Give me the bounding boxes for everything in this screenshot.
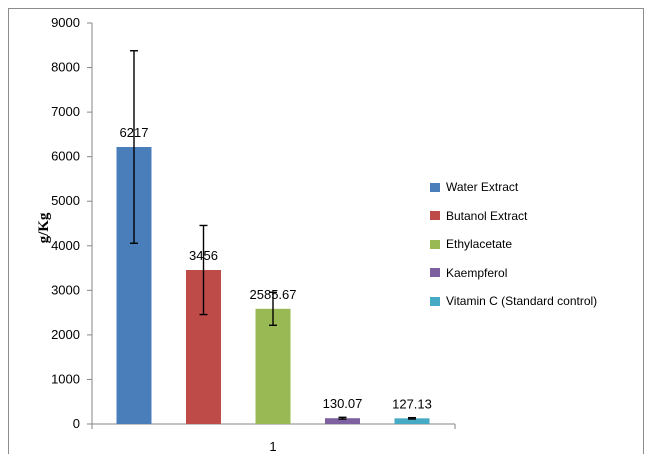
legend-item: Ethylacetate [430,230,644,259]
legend-label: Vitamin C (Standard control) [446,294,598,309]
legend-label: Water Extract [446,180,519,195]
data-label: 127.13 [392,396,432,411]
legend-swatch [430,239,440,249]
y-tick-label: 5000 [51,193,80,208]
legend-label: Kaempferol [446,265,508,280]
legend-item: Water Extract [430,173,644,202]
legend-label: Ethylacetate [446,237,513,252]
y-tick-label: 0 [73,416,80,431]
bar [394,418,430,424]
legend-swatch [430,268,440,278]
legend-item: Butanol Extract [430,202,644,231]
legend-swatch [430,296,440,306]
y-tick-label: 1000 [51,371,80,386]
legend-swatch [430,182,440,192]
bar [325,418,360,424]
data-label: 6217 [120,125,149,140]
legend-label: Butanol Extract [446,208,528,223]
legend-item: Vitamin C (Standard control) [430,287,644,316]
y-tick-label: 8000 [51,60,80,75]
x-tick-label: 1 [269,439,276,454]
legend-item: Kaempferol [430,259,644,288]
y-tick-label: 9000 [51,15,80,30]
y-axis-title: g/Kg [36,212,52,243]
data-label: 130.07 [323,396,363,411]
y-tick-label: 4000 [51,238,80,253]
legend: Water Extract Butanol Extract Ethylacetate… [430,173,644,316]
data-label: 2585.67 [250,287,297,302]
y-tick-label: 3000 [51,282,80,297]
y-tick-label: 2000 [51,327,80,342]
chart-frame [8,8,644,454]
bar [255,308,291,424]
legend-swatch [430,211,440,221]
y-tick-label: 6000 [51,149,80,164]
y-tick-label: 7000 [51,104,80,119]
data-label: 3456 [189,248,218,263]
